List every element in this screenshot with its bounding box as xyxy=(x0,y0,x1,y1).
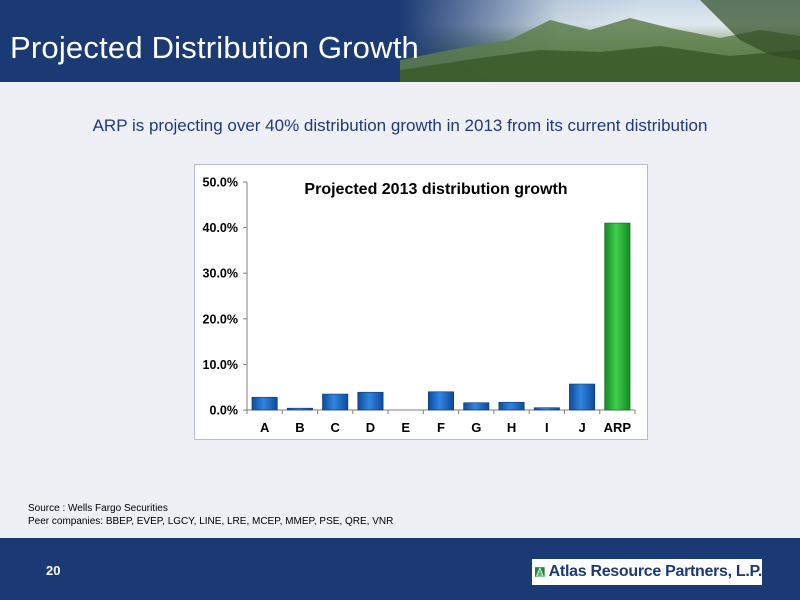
x-tick-label: D xyxy=(366,420,375,435)
bar-a xyxy=(251,396,278,411)
derrick-logo-icon xyxy=(535,566,545,577)
bar-i xyxy=(533,407,560,411)
bar-b xyxy=(286,407,313,411)
page-title: Projected Distribution Growth xyxy=(10,30,419,65)
chart-bars xyxy=(251,222,631,411)
x-tick-label: A xyxy=(260,420,270,435)
source-note: Source : Wells Fargo Securities xyxy=(28,503,168,514)
company-name: Atlas Resource Partners, L.P. xyxy=(548,563,763,580)
peer-companies-note: Peer companies: BBEP, EVEP, LGCY, LINE, … xyxy=(28,516,394,527)
page-number: 20 xyxy=(46,563,61,578)
y-tick-label: 40.0% xyxy=(203,221,238,235)
chart-title: Projected 2013 distribution growth xyxy=(304,181,567,198)
footnotes: Source : Wells Fargo Securities Peer com… xyxy=(28,502,393,528)
x-tick-label: C xyxy=(330,420,340,435)
y-tick-label: 20.0% xyxy=(203,312,238,326)
x-tick-label: I xyxy=(545,420,549,435)
bar-d xyxy=(357,391,384,411)
bar-f xyxy=(428,391,454,411)
bar-h xyxy=(498,401,525,411)
x-tick-label: ARP xyxy=(604,420,632,435)
header-banner: Projected Distribution Growth xyxy=(0,0,800,82)
bar-chart: Projected 2013 distribution growth 0.0% 1… xyxy=(203,176,636,436)
x-tick-label: B xyxy=(295,420,304,435)
y-tick-label: 0.0% xyxy=(210,404,239,418)
company-logo: Atlas Resource Partners, L.P. xyxy=(532,559,762,585)
x-tick-label: E xyxy=(401,420,410,435)
x-tick-label: F xyxy=(437,420,445,435)
bar-arp xyxy=(604,222,631,411)
bar-j xyxy=(569,383,596,411)
chart-panel: Projected 2013 distribution growth 0.0% 1… xyxy=(194,164,648,440)
chart-labels: 0.0% 10.0% 20.0% 30.0% 40.0% 50.0% A B C D E F G H I J A… xyxy=(203,176,632,436)
bar-g xyxy=(463,402,490,411)
y-tick-label: 30.0% xyxy=(203,267,238,281)
bar-c xyxy=(322,393,349,411)
slide-subtitle: ARP is projecting over 40% distribution … xyxy=(92,116,708,135)
chart-axes xyxy=(243,181,636,414)
x-tick-label: H xyxy=(507,420,516,435)
x-tick-label: J xyxy=(578,420,585,435)
y-tick-label: 10.0% xyxy=(203,358,238,372)
x-tick-label: G xyxy=(471,420,481,435)
y-tick-label: 50.0% xyxy=(203,176,238,190)
mountain-landscape-image xyxy=(400,0,800,82)
